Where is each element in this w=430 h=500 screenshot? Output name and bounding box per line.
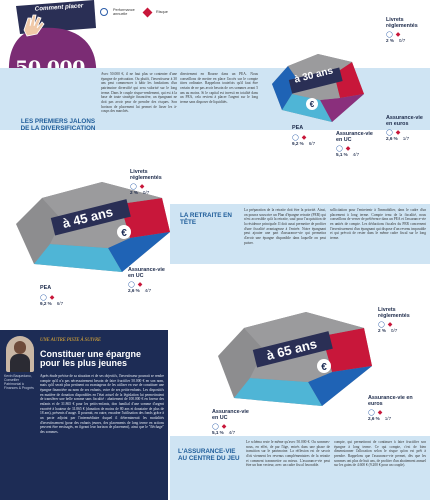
- section2-title: LA RETRAITE EN TÊTE: [180, 212, 232, 227]
- av-euros-name: Assurance-vie en euros: [386, 115, 423, 127]
- pea-risk: 6/7: [56, 300, 64, 306]
- section3-title: L'ASSURANCE-VIE AU CENTRE DU JEU: [178, 448, 240, 463]
- pea-perf: 9,2 %: [292, 140, 304, 146]
- performance-icon: [100, 8, 108, 16]
- sidebar-kicker: UNE AUTRE PISTE À SUIVRE: [40, 338, 101, 343]
- livrets-name: Livrets réglementés: [386, 17, 418, 29]
- av-euros-risk: 1/7: [402, 136, 410, 142]
- sidebar-byline: Kevin Baquedano, Conseiller Patrimonial …: [4, 374, 34, 390]
- age-label-box: [252, 331, 333, 368]
- sidebar: UNE AUTRE PISTE À SUIVRE Constituer une …: [0, 330, 168, 500]
- legend: Performance annuelle Risque: [100, 7, 168, 17]
- euro-icon: [117, 225, 131, 239]
- hex30-livrets: Livrets réglementés ◯ ◆ 2 % 0/7: [386, 17, 426, 44]
- hand-icon: [23, 14, 45, 37]
- pea-name: PEA: [40, 285, 52, 291]
- pea-perf: 9,2 %: [40, 300, 52, 306]
- svg-text:€: €: [121, 228, 127, 239]
- hexagon-30: €: [272, 54, 364, 122]
- hexagon-45: €: [16, 182, 170, 272]
- av-euros-perf: 2,6 %: [368, 416, 380, 422]
- pea-risk: 6/7: [308, 140, 316, 146]
- av-uc-risk: 4/7: [228, 430, 236, 436]
- hex45-pea: PEA ◯ ◆ 9,2 % 6/7: [40, 285, 70, 306]
- section3-text-a: Le schéma reste le même qu'avec 50.000 €…: [246, 440, 330, 468]
- section3-band: [170, 436, 430, 500]
- av-uc-risk: 4/7: [144, 288, 152, 294]
- euro-icon: [306, 98, 318, 110]
- section1-text-a: Avec 50.000 €, il ne faut plus se conten…: [101, 72, 177, 114]
- sidebar-headline: Constituer une épargne pour les plus jeu…: [40, 349, 142, 369]
- pea-name: PEA: [292, 125, 304, 131]
- segment-pea: [272, 66, 302, 110]
- segment-av-euros: [108, 232, 170, 272]
- hex65-av-euros: Assurance-vie en euros ◯ ◆ 2,6 % 1/7: [368, 395, 413, 422]
- svg-text:€: €: [321, 362, 327, 373]
- av-uc-risk: 4/7: [352, 152, 360, 158]
- section1-title: LES PREMIERS JALONS DE LA DIVERSIFICATIO…: [20, 118, 96, 133]
- segment-livrets: [322, 328, 372, 372]
- livrets-perf: 2 %: [386, 38, 394, 44]
- segment-livrets: [334, 62, 364, 98]
- av-uc-name: Assurance-vie en UC: [336, 131, 373, 143]
- age-label-box: [50, 199, 131, 236]
- hex30-pea: PEA ◯ ◆ 9,2 % 6/7: [292, 125, 322, 146]
- av-euros-risk: 1/7: [384, 416, 392, 422]
- livrets-name: Livrets réglementés: [130, 169, 162, 181]
- sidebar-body: Après étude précise de sa situation et d…: [40, 374, 164, 435]
- age-label-box: [288, 67, 343, 94]
- av-uc-name: Assurance-vie en UC: [128, 267, 165, 279]
- risk-icon: [142, 7, 153, 17]
- livrets-name: Livrets réglementés: [378, 307, 410, 319]
- av-euros-name: Assurance-vie en euros: [368, 395, 413, 407]
- hex45-av-uc: Assurance-vie en UC ◯ ◆ 2,6 % 4/7: [128, 267, 168, 294]
- svg-text:€: €: [310, 100, 315, 109]
- euro-icon: [317, 359, 331, 373]
- section2-band: [170, 204, 430, 264]
- legend-performance-label: Performance annuelle: [113, 8, 135, 16]
- legend-risk-label: Risque: [156, 10, 168, 14]
- section1-band: [0, 68, 430, 130]
- av-uc-perf: 2,6 %: [128, 288, 140, 294]
- livrets-risk: 0/7: [142, 190, 150, 196]
- livrets-perf: 2 %: [130, 190, 138, 196]
- av-uc-perf: 5,1 %: [336, 152, 348, 158]
- livrets-risk: 0/7: [398, 38, 406, 44]
- hex65-livrets: Livrets réglementés ◯ ◆ 2 % 0/7: [378, 307, 424, 334]
- segment-livrets: [120, 198, 170, 238]
- segment-av-euros: [308, 366, 372, 406]
- livrets-perf: 2 %: [378, 328, 386, 334]
- hex45-livrets: Livrets réglementés ◯ ◆ 2 % 0/7: [130, 169, 174, 196]
- av-uc-name: Assurance-vie en UC: [212, 409, 249, 421]
- hexagon-65: €: [218, 312, 372, 406]
- segment-av-uc: [234, 378, 322, 406]
- author-photo: [6, 336, 34, 372]
- av-euros-perf: 2,6 %: [386, 136, 398, 142]
- hex65-av-uc: Assurance-vie en UC ◯ ◆ 5,1 % 4/7: [212, 409, 252, 436]
- hex30-av-euros: Assurance-vie en euros ◯ ◆ 2,6 % 1/7: [386, 115, 426, 142]
- section3-text-b: compte, qui permettront de continuer à f…: [334, 440, 426, 468]
- segment-av-euros: [320, 94, 364, 122]
- av-uc-perf: 5,1 %: [212, 430, 224, 436]
- segment-av-uc: [34, 244, 122, 272]
- segment-av-uc: [282, 94, 332, 122]
- hex30-av-uc: Assurance-vie en UC ◯ ◆ 5,1 % 4/7: [336, 131, 376, 158]
- section2-text-a: La préparation de la retraite doit être …: [244, 208, 326, 245]
- section2-text-b: sollicitation pour l'entretenir à l'immo…: [330, 208, 426, 241]
- section1-text-b: directement en Bourse dans un PEA. Nous …: [180, 72, 258, 105]
- livrets-risk: 0/7: [390, 328, 398, 334]
